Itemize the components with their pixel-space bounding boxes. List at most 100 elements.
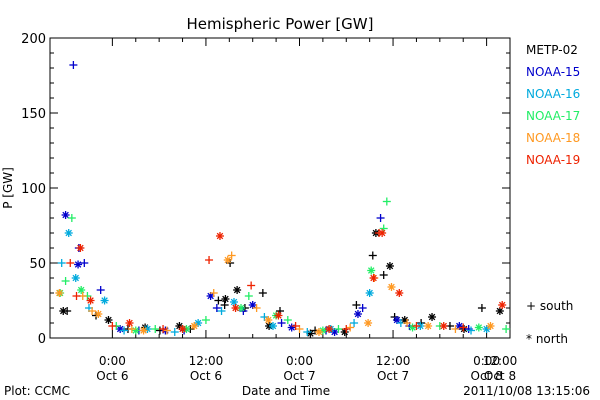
- south-point: [467, 326, 476, 335]
- north-point: [439, 322, 448, 330]
- south-point: [350, 319, 359, 327]
- south-point: [67, 214, 76, 222]
- south-point: [209, 289, 218, 297]
- north-point: [408, 323, 417, 332]
- north-point: [498, 301, 507, 309]
- north-point: [268, 322, 277, 330]
- footer-credit: Plot: CCMC: [4, 384, 70, 398]
- south-point: [352, 301, 361, 309]
- south-point: [127, 325, 136, 333]
- north-point: [76, 244, 85, 252]
- legend-entry: NOAA-15: [526, 65, 580, 79]
- south-point: [217, 307, 226, 315]
- south-point: [342, 325, 351, 333]
- south-point: [334, 325, 343, 333]
- north-point: [287, 323, 296, 332]
- x-tick-time-label: 12:00: [376, 354, 411, 368]
- north-point: [59, 307, 68, 315]
- south-point: [358, 304, 367, 312]
- north-point: [233, 286, 242, 294]
- south-point: [258, 289, 267, 297]
- x-tick-time-label: 12:00: [483, 354, 518, 368]
- x-tick-time-label: 12:00: [189, 354, 224, 368]
- south-point: [80, 259, 89, 267]
- south-point: [162, 326, 171, 335]
- north-point: [230, 298, 238, 306]
- series-legend: METP-02 NOAA-15 NOAA-16 NOAA-17 NOAA-18 NOAA-…: [526, 43, 580, 167]
- y-tick-label: 200: [21, 32, 46, 47]
- north-point: [77, 286, 86, 294]
- south-point: [252, 304, 261, 312]
- north-point: [353, 310, 362, 318]
- chart-title: Hemispheric Power [GW]: [187, 15, 374, 33]
- south-point: [382, 197, 391, 206]
- x-tick-time-label: 0:00: [286, 354, 313, 368]
- north-point: [125, 319, 134, 327]
- x-tick-date-label: Oct 8: [471, 369, 503, 383]
- north-point: [486, 322, 495, 330]
- north-point: [424, 322, 433, 330]
- south-point: [151, 325, 160, 333]
- north-point: [64, 229, 73, 237]
- y-tick-label: 100: [21, 182, 46, 197]
- north-point: [325, 325, 334, 333]
- north-point: [231, 304, 240, 312]
- south-point: [170, 328, 179, 336]
- x-tick-date-label: Oct 8: [484, 369, 516, 383]
- south-point: [57, 259, 66, 267]
- north-point: [71, 274, 80, 282]
- south-point: [120, 326, 129, 335]
- x-tick-date-label: Oct 7: [283, 369, 315, 383]
- north-point: [61, 211, 70, 219]
- south-point: [291, 322, 300, 330]
- x-tick-date-label: Oct 6: [96, 369, 128, 383]
- north-point: [131, 326, 140, 335]
- north-point: [395, 289, 404, 297]
- north-point: [190, 322, 199, 330]
- y-tick-label: 0: [38, 332, 46, 347]
- south-point: [303, 328, 312, 336]
- plot-axes: [49, 37, 511, 339]
- north-point: [387, 283, 396, 291]
- north-point: [139, 326, 148, 335]
- x-tick-date-label: Oct 7: [377, 369, 409, 383]
- north-point: [55, 289, 64, 297]
- north-point: [474, 323, 483, 332]
- north-point: [392, 316, 401, 324]
- south-point: [214, 296, 223, 305]
- south-point: [477, 304, 486, 312]
- south-point: [220, 301, 229, 309]
- plot-frame: [49, 37, 511, 339]
- north-point: [428, 313, 437, 321]
- south-point: [205, 256, 214, 264]
- south-point: [346, 323, 355, 332]
- south-point: [227, 251, 236, 260]
- north-point: [221, 295, 230, 303]
- south-point: [244, 292, 253, 300]
- legend-entry: METP-02: [526, 43, 578, 57]
- south-point: [412, 322, 421, 330]
- x-tick-time-label: 0:00: [473, 354, 500, 368]
- north-point: [223, 256, 232, 264]
- legend-entry: NOAA-17: [526, 109, 580, 123]
- north-point: [314, 328, 323, 336]
- north-point: [86, 296, 95, 305]
- legend-entry: NOAA-19: [526, 153, 580, 167]
- north-point: [74, 260, 83, 269]
- south-point: [379, 271, 388, 279]
- south-point: [368, 251, 377, 260]
- south-point: [502, 325, 511, 333]
- south-point: [69, 61, 78, 69]
- north-point: [104, 316, 113, 324]
- south-point: [376, 214, 385, 222]
- legend-north: * north: [526, 332, 568, 346]
- data-points: [55, 61, 511, 338]
- south-point: [451, 325, 460, 333]
- y-axis-ticks: 0 50 100 150 200: [21, 32, 510, 347]
- south-point: [88, 307, 97, 315]
- south-point: [108, 322, 117, 330]
- north-point: [94, 310, 103, 318]
- south-point: [96, 286, 105, 294]
- y-axis-label: P [GW]: [1, 167, 15, 209]
